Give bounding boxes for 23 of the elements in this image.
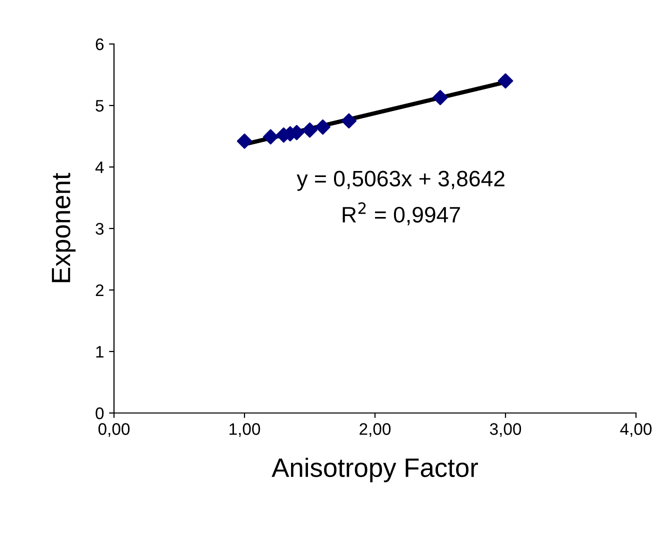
y-tick-label: 5 <box>96 100 104 112</box>
x-tick-label: 3,00 <box>490 423 522 437</box>
point <box>236 134 252 149</box>
y-tick-label: 3 <box>96 222 104 235</box>
x-tick-label: 1,00 <box>230 423 260 437</box>
x-tick-label: 2,00 <box>360 423 391 437</box>
y-axis-title: Exponent <box>52 172 76 282</box>
annotation: R$^{2}$ = 0,9947 <box>342 202 460 226</box>
point <box>432 90 448 106</box>
y-tick-label: 0 <box>96 407 104 420</box>
x-axis-title: Anisotropy Factor <box>272 458 478 482</box>
point <box>262 129 278 145</box>
y-tick-label: 1 <box>96 346 104 358</box>
point <box>302 122 318 138</box>
annotation: y = 0,5063x + 3,8642 <box>296 170 504 191</box>
y-tick-label: 6 <box>96 38 104 50</box>
point <box>341 113 357 129</box>
point <box>498 73 514 89</box>
x-tick-label: 0,00 <box>98 423 130 437</box>
x-tick-label: 4,00 <box>620 423 652 437</box>
point <box>315 119 330 135</box>
y-tick-label: 4 <box>95 162 104 174</box>
y-tick-label: 2 <box>96 284 104 296</box>
